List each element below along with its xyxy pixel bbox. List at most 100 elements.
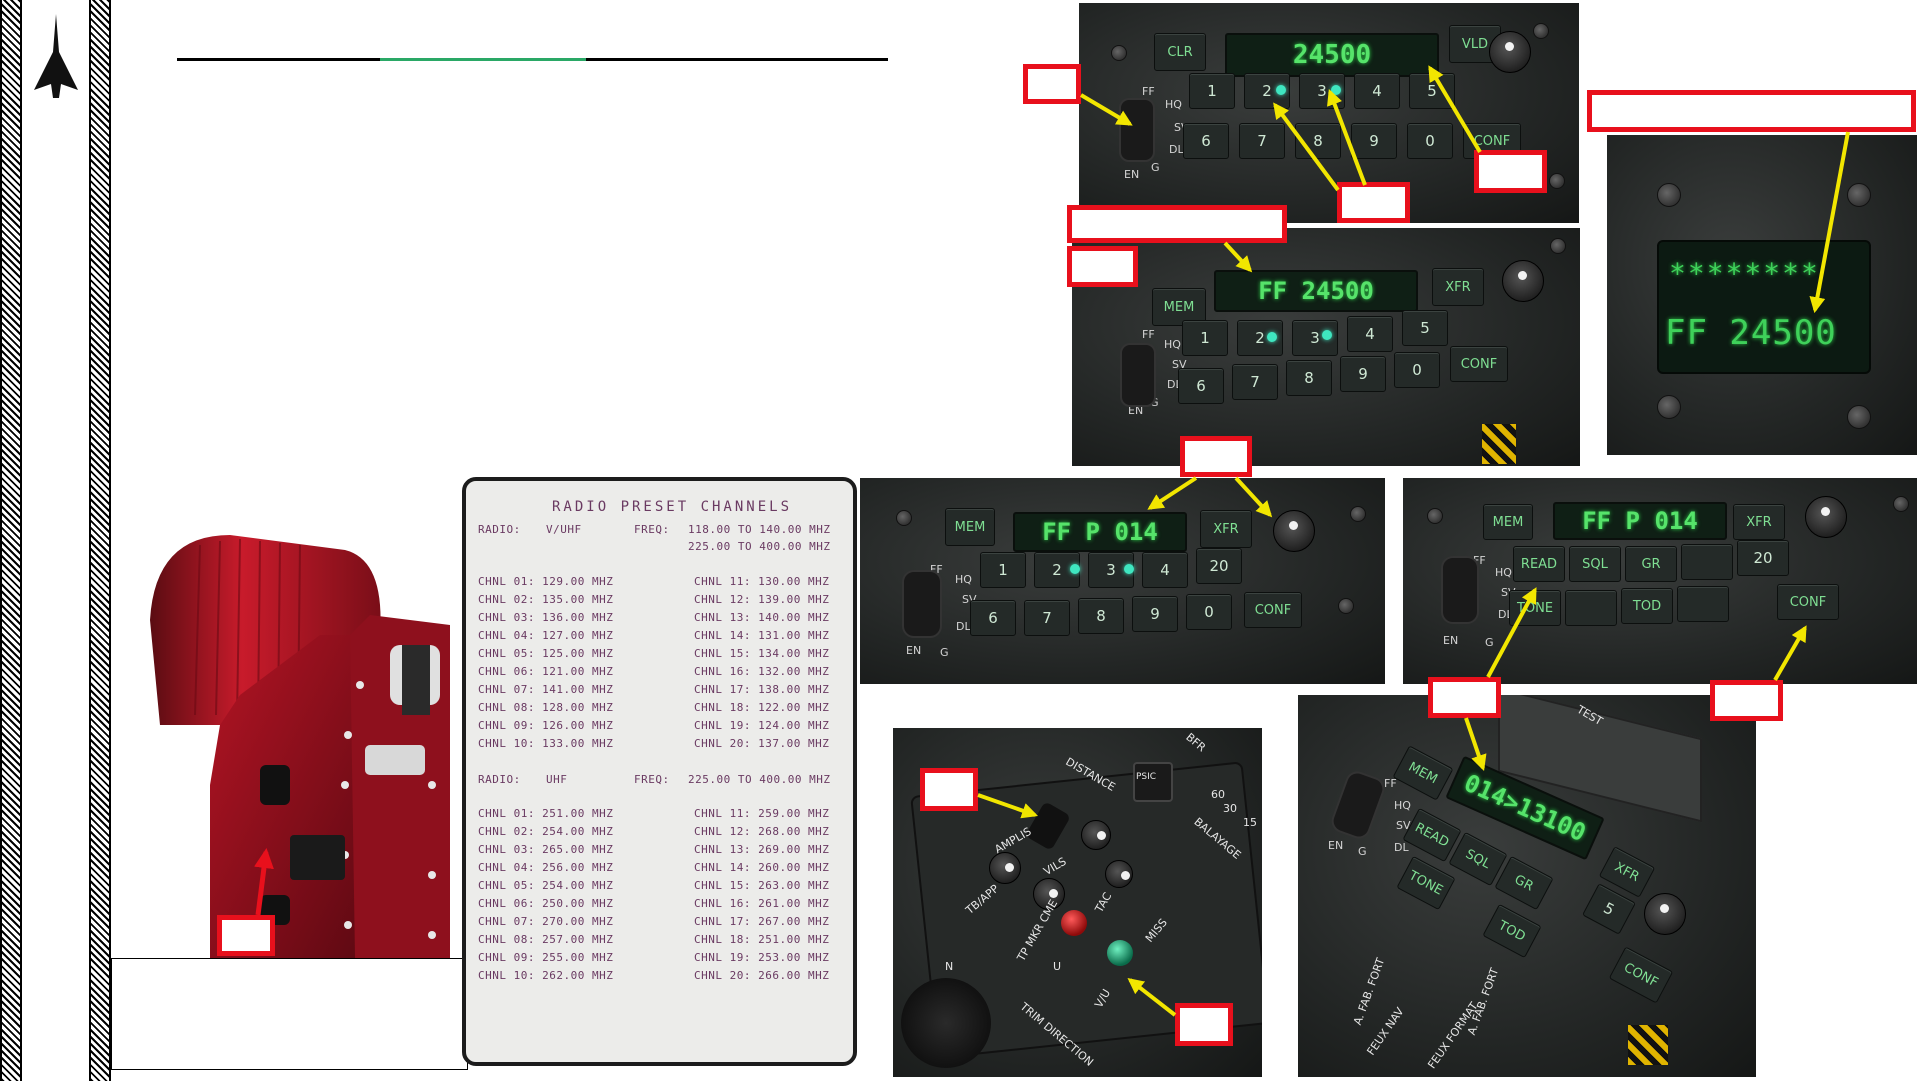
ufcp-preset-display: FF P 014 (1013, 512, 1187, 552)
uhf-chnl-11: CHNL 11: 259.00 MHZ (694, 807, 830, 820)
preset-key-7[interactable]: 7 (1024, 600, 1070, 636)
mem-key-6[interactable]: 6 (1178, 368, 1224, 404)
preset-key-6[interactable]: 6 (970, 600, 1016, 636)
mem-key-8[interactable]: 8 (1286, 360, 1332, 396)
ufcp-functions-display: FF P 014 (1553, 502, 1727, 540)
uhf-chnl-10: CHNL 10: 262.00 MHZ (478, 969, 614, 982)
key-1[interactable]: 1 (1189, 73, 1235, 109)
read-button[interactable]: READ (1513, 546, 1565, 582)
ufcp-top-display: 24500 (1225, 33, 1439, 77)
mem-key-4[interactable]: 4 (1347, 316, 1393, 352)
callout-box-10 (920, 768, 978, 811)
uhf-chnl-03: CHNL 03: 265.00 MHZ (478, 843, 614, 856)
func-key-blank-1[interactable] (1681, 544, 1733, 580)
sidebar-hatch-left (0, 0, 22, 1081)
preset-key-8[interactable]: 8 (1078, 598, 1124, 634)
throttle-image (140, 525, 470, 958)
preset-key-4[interactable]: 4 (1142, 552, 1188, 588)
vuhf-chnl-15: CHNL 15: 134.00 MHZ (694, 647, 830, 660)
callout-box-11 (1175, 1003, 1233, 1046)
mem-key-9[interactable]: 9 (1340, 356, 1386, 392)
key-4[interactable]: 4 (1354, 73, 1400, 109)
tod-button[interactable]: TOD (1621, 588, 1673, 624)
uhf-chnl-15: CHNL 15: 263.00 MHZ (694, 879, 830, 892)
vuhf-chnl-16: CHNL 16: 132.00 MHZ (694, 665, 830, 678)
ufcp-preset-knob[interactable] (1273, 510, 1315, 552)
sidebar-hatch-right (89, 0, 111, 1081)
uhf-chnl-17: CHNL 17: 267.00 MHZ (694, 915, 830, 928)
preset-key-1[interactable]: 1 (980, 552, 1026, 588)
ufcp-functions-selector[interactable] (1441, 556, 1479, 624)
ufcp-mem-selector[interactable] (1120, 343, 1156, 407)
vuhf-chnl-19: CHNL 19: 124.00 MHZ (694, 719, 830, 732)
ufcp-top-selector[interactable] (1119, 98, 1155, 162)
ufcp-photo-mem: MEM FF 24500 XFR FF HQ SV DL G EN 1 2 3 … (1072, 228, 1580, 466)
ufcp-mem-knob[interactable] (1502, 260, 1544, 302)
throttle-handle-icon (150, 535, 450, 958)
vuhf-chnl-03: CHNL 03: 136.00 MHZ (478, 611, 614, 624)
func-key-20[interactable]: 20 (1737, 540, 1789, 576)
uhf-chnl-12: CHNL 12: 268.00 MHZ (694, 825, 830, 838)
vuhf-chnl-06: CHNL 06: 121.00 MHZ (478, 665, 614, 678)
mem-key-1[interactable]: 1 (1182, 320, 1228, 356)
ufcp-read-knob[interactable] (1644, 893, 1686, 935)
callout-box-6 (1587, 90, 1916, 132)
vuhf-chnl-17: CHNL 17: 138.00 MHZ (694, 683, 830, 696)
sql-button[interactable]: SQL (1569, 546, 1621, 582)
func-key-blank-3[interactable] (1677, 586, 1729, 622)
func-conf-button[interactable]: CONF (1777, 584, 1839, 620)
mem-key-5[interactable]: 5 (1402, 310, 1448, 346)
mem-key-0[interactable]: 0 (1394, 352, 1440, 388)
uhf-chnl-19: CHNL 19: 253.00 MHZ (694, 951, 830, 964)
callout-box-8 (1428, 677, 1501, 718)
key-0[interactable]: 0 (1407, 123, 1453, 159)
mem-key-7[interactable]: 7 (1232, 364, 1278, 400)
key-9[interactable]: 9 (1351, 123, 1397, 159)
mem-conf-button[interactable]: CONF (1450, 346, 1508, 382)
ufcp-top-knob[interactable] (1489, 31, 1531, 73)
vuhf-chnl-09: CHNL 09: 126.00 MHZ (478, 719, 614, 732)
func-mem-button[interactable]: MEM (1483, 504, 1533, 540)
vuhf-chnl-05: CHNL 05: 125.00 MHZ (478, 647, 614, 660)
green-lamp (1107, 940, 1133, 966)
callout-box-3 (1474, 150, 1547, 193)
mem-button[interactable]: MEM (1152, 288, 1206, 326)
vuhf-chnl-13: CHNL 13: 140.00 MHZ (694, 611, 830, 624)
func-xfr-button[interactable]: XFR (1733, 504, 1785, 540)
callout-box-5 (1067, 246, 1138, 287)
xfr-button[interactable]: XFR (1432, 268, 1484, 306)
preset-mem-button[interactable]: MEM (945, 508, 995, 546)
key-2[interactable]: 2 (1244, 73, 1290, 109)
vuhf-chnl-02: CHNL 02: 135.00 MHZ (478, 593, 614, 606)
preset-key-0[interactable]: 0 (1186, 594, 1232, 630)
clr-button[interactable]: CLR (1154, 33, 1206, 71)
vuhf-chnl-20: CHNL 20: 137.00 MHZ (694, 737, 830, 750)
func-key-blank-2[interactable] (1565, 590, 1617, 626)
callout-box-9 (1710, 680, 1783, 721)
preset-xfr-button[interactable]: XFR (1200, 510, 1252, 548)
ufcp-mem-display: FF 24500 (1214, 270, 1418, 312)
ufcp-functions-knob[interactable] (1805, 496, 1847, 538)
preset-key-20[interactable]: 20 (1196, 548, 1242, 584)
gr-button[interactable]: GR (1625, 546, 1677, 582)
key-7[interactable]: 7 (1239, 123, 1285, 159)
vuhf-chnl-08: CHNL 08: 128.00 MHZ (478, 701, 614, 714)
psic-button[interactable] (1133, 762, 1173, 802)
ufcp-photo-read: TEST MEM 014>13100 XFR FF HQ SV DL G EN … (1298, 695, 1756, 1077)
hud-line-1: ******** (1669, 257, 1820, 290)
vuhf-chnl-10: CHNL 10: 133.00 MHZ (478, 737, 614, 750)
uhf-chnl-13: CHNL 13: 269.00 MHZ (694, 843, 830, 856)
ufcp-photo-preset: MEM FF P 014 XFR FF HQ SV DL G EN 1 2 3 … (860, 478, 1385, 684)
uhf-chnl-09: CHNL 09: 255.00 MHZ (478, 951, 614, 964)
caution-stripe (1482, 424, 1516, 464)
uhf-chnl-02: CHNL 02: 254.00 MHZ (478, 825, 614, 838)
caption-box (111, 958, 468, 1070)
preset-key-9[interactable]: 9 (1132, 596, 1178, 632)
preset-conf-button[interactable]: CONF (1244, 592, 1302, 628)
vuhf-chnl-04: CHNL 04: 127.00 MHZ (478, 629, 614, 642)
uhf-chnl-18: CHNL 18: 251.00 MHZ (694, 933, 830, 946)
vuhf-chnl-07: CHNL 07: 141.00 MHZ (478, 683, 614, 696)
key-6[interactable]: 6 (1183, 123, 1229, 159)
ufcp-preset-selector[interactable] (902, 570, 942, 638)
